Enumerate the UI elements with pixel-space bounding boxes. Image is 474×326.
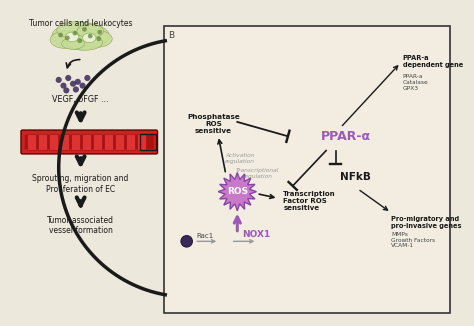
- Ellipse shape: [65, 32, 79, 42]
- Circle shape: [64, 87, 69, 94]
- Circle shape: [58, 33, 63, 37]
- Ellipse shape: [57, 22, 97, 39]
- Polygon shape: [218, 172, 256, 211]
- FancyBboxPatch shape: [137, 134, 146, 150]
- Circle shape: [65, 75, 71, 81]
- Circle shape: [60, 82, 66, 89]
- Circle shape: [73, 86, 79, 93]
- FancyBboxPatch shape: [104, 134, 113, 150]
- FancyBboxPatch shape: [71, 134, 80, 150]
- Circle shape: [80, 82, 86, 89]
- FancyBboxPatch shape: [38, 134, 47, 150]
- Text: PPAR-a
Catalase
GPX3: PPAR-a Catalase GPX3: [402, 74, 428, 91]
- FancyBboxPatch shape: [115, 134, 124, 150]
- Ellipse shape: [66, 35, 103, 50]
- Text: Tumor-associated
vessel formation: Tumor-associated vessel formation: [47, 215, 114, 235]
- Text: NOX1: NOX1: [242, 230, 270, 239]
- Text: Phosphatase
ROS
sensitive: Phosphatase ROS sensitive: [187, 114, 240, 134]
- FancyBboxPatch shape: [21, 130, 157, 154]
- Text: Tumor cells and leukocytes: Tumor cells and leukocytes: [29, 19, 132, 28]
- Text: ROS: ROS: [227, 187, 248, 196]
- Text: Sprouting, migration and
Proliferation of EC: Sprouting, migration and Proliferation o…: [33, 174, 129, 194]
- Text: PPAR-a
dependent gene: PPAR-a dependent gene: [402, 55, 463, 68]
- Circle shape: [75, 79, 81, 85]
- Text: B: B: [169, 31, 174, 40]
- Ellipse shape: [80, 30, 112, 47]
- Circle shape: [82, 27, 87, 32]
- Circle shape: [70, 81, 76, 87]
- Text: Pro-migratory and
pro-invasive genes: Pro-migratory and pro-invasive genes: [391, 215, 462, 229]
- FancyBboxPatch shape: [49, 134, 58, 150]
- FancyBboxPatch shape: [93, 134, 102, 150]
- Circle shape: [84, 75, 91, 81]
- Circle shape: [88, 34, 92, 38]
- FancyBboxPatch shape: [82, 134, 91, 150]
- FancyBboxPatch shape: [25, 135, 154, 149]
- FancyBboxPatch shape: [60, 134, 69, 150]
- FancyBboxPatch shape: [27, 134, 36, 150]
- Circle shape: [181, 236, 192, 247]
- Ellipse shape: [82, 33, 96, 43]
- Text: Transcription
Factor ROS
sensitive: Transcription Factor ROS sensitive: [283, 191, 336, 211]
- Bar: [164, 26, 450, 313]
- Text: Activation
regulation: Activation regulation: [225, 154, 255, 164]
- Circle shape: [77, 38, 82, 43]
- Circle shape: [97, 30, 102, 35]
- Text: Transcriptional
regulation: Transcriptional regulation: [236, 168, 279, 179]
- Text: PPAR-α: PPAR-α: [321, 129, 372, 142]
- FancyBboxPatch shape: [126, 134, 135, 150]
- Text: VEGF, bFGF ...: VEGF, bFGF ...: [53, 95, 109, 104]
- Circle shape: [73, 31, 77, 36]
- Bar: [140, 134, 156, 150]
- Ellipse shape: [52, 22, 109, 49]
- Circle shape: [65, 36, 70, 40]
- Text: NFkB: NFkB: [340, 171, 371, 182]
- Ellipse shape: [50, 31, 81, 48]
- Circle shape: [96, 37, 101, 41]
- Ellipse shape: [77, 24, 104, 38]
- Text: MMPs
Growth Factors
VCAM-1: MMPs Growth Factors VCAM-1: [391, 232, 435, 248]
- Text: Rac1: Rac1: [196, 233, 213, 239]
- Circle shape: [55, 77, 62, 83]
- Ellipse shape: [62, 38, 84, 49]
